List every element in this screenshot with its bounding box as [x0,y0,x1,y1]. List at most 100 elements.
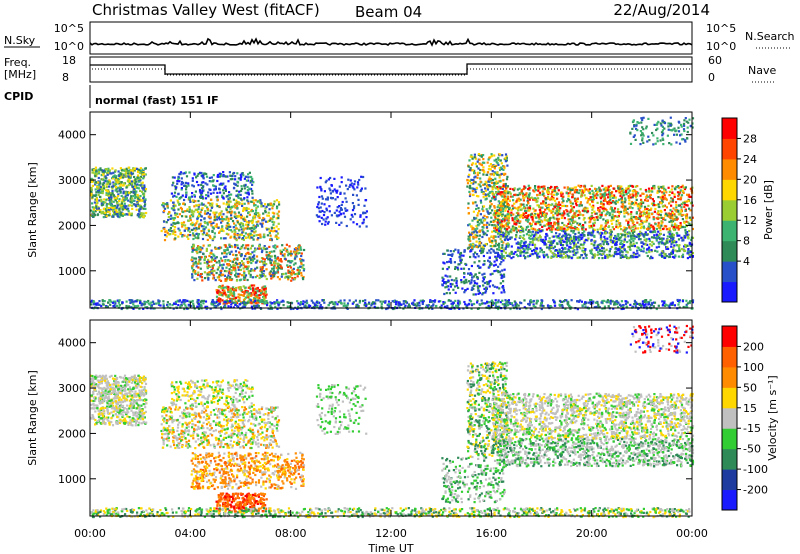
echo-cell [535,233,538,236]
echo-cell [233,171,236,175]
echo-cell [489,211,492,215]
echo-cell [525,216,529,219]
echo-cell [552,196,555,200]
echo-cell [211,230,214,233]
echo-cell [552,193,556,196]
echo-cell [111,189,114,193]
echo-cell [121,198,124,201]
echo-cell [627,213,630,216]
echo-cell [549,217,552,220]
echo-cell [680,194,684,197]
echo-cell [556,187,559,190]
echo-cell [623,226,626,229]
echo-cell [117,195,120,198]
echo-cell [223,250,226,253]
echo-cell [235,194,238,197]
echo-cell [95,172,98,175]
echo-cell [203,258,206,261]
echo-cell [177,208,180,211]
echo-cell [100,204,103,207]
echo-cell [493,206,496,209]
echo-cell [608,195,612,198]
echo-cell [486,186,489,189]
echo-cell [503,217,506,220]
echo-cell [270,250,273,253]
echo-cell [221,292,224,295]
echo-cell [544,203,547,206]
echo-cell [216,191,219,194]
echo-cell [220,246,223,249]
echo-cell [266,214,269,217]
echo-cell [534,185,537,188]
echo-cell [470,246,474,249]
echo-cell [492,235,496,238]
echo-cell [594,194,597,197]
echo-cell [513,202,516,205]
echo-cell [557,217,561,220]
echo-cell [548,247,551,250]
echo-cell [195,262,198,265]
echo-cell [470,182,473,185]
echo-cell [123,208,126,211]
echo-cell [592,191,595,194]
echo-cell [635,217,639,220]
echo-cell [676,250,679,253]
echo-cell [533,249,537,252]
echo-cell [614,196,617,199]
echo-cell [567,195,570,198]
echo-cell [645,194,648,197]
echo-cell [163,226,166,229]
echo-cell [247,236,250,239]
echo-cell [688,195,691,198]
echo-cell [235,189,238,192]
echo-cell [506,185,509,188]
echo-cell [472,182,475,185]
echo-cell [566,205,569,208]
echo-cell [139,179,142,182]
echo-cell [504,192,507,195]
echo-cell [232,266,235,269]
echo-cell [260,250,264,254]
echo-cell [227,223,231,226]
echo-cell [561,204,564,208]
echo-cell [475,217,478,220]
echo-cell [550,256,553,259]
echo-cell [592,193,595,196]
echo-cell [622,191,625,194]
echo-cell [222,202,225,205]
echo-cell [235,279,239,282]
echo-cell [604,192,607,195]
echo-cell [248,187,251,190]
echo-cell [571,193,574,196]
echo-cell [124,205,127,208]
echo-cell [604,228,607,231]
echo-cell [139,167,142,170]
echo-cell [683,221,686,224]
echo-cell [668,194,671,197]
echo-cell [591,224,594,227]
echo-cell [524,186,527,189]
echo-cell [561,221,564,225]
echo-cell [484,187,487,190]
echo-cell [208,273,211,276]
echo-cell [200,215,203,218]
echo-cell [557,225,560,228]
echo-cell [208,176,211,179]
echo-cell [204,182,207,185]
echo-cell [257,233,260,237]
echo-cell [115,210,118,213]
echo-cell [284,272,288,275]
echo-cell [253,284,256,287]
echo-cell [471,156,474,159]
echo-cell [683,226,687,229]
echo-cell [567,187,570,191]
echo-cell [513,226,516,229]
echo-cell [664,218,667,221]
echo-cell [263,245,266,248]
echo-cell [90,193,93,196]
echo-cell [672,246,675,249]
echo-cell [497,212,500,215]
echo-cell [548,219,551,222]
echo-cell [115,188,118,191]
echo-cell [191,228,194,231]
